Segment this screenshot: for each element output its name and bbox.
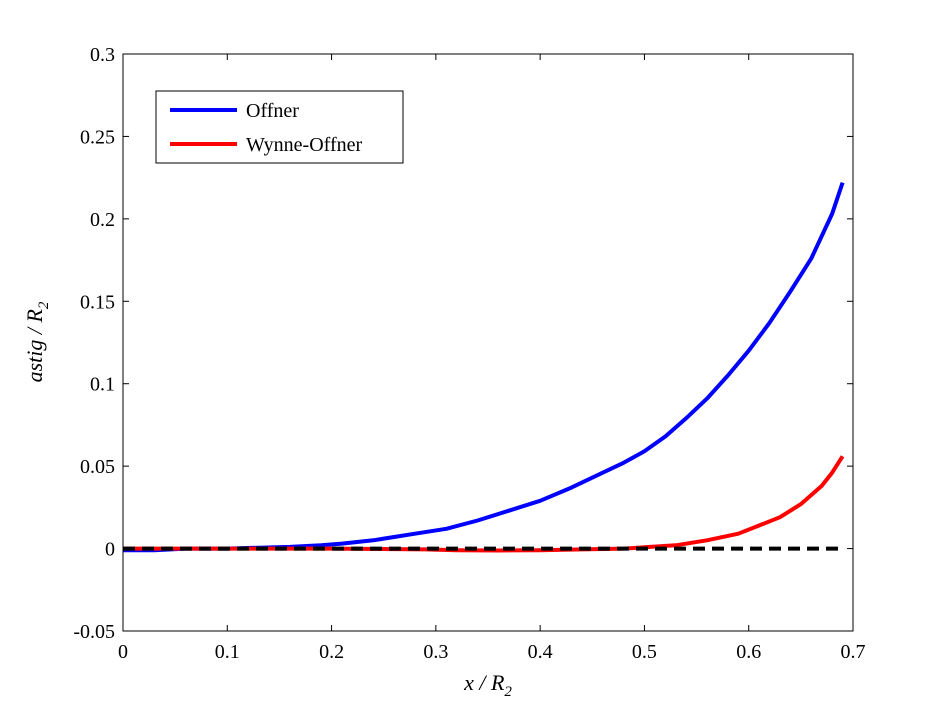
y-tick-label: 0.05 <box>80 456 115 478</box>
x-tick-label: 0.1 <box>215 641 240 663</box>
x-tick-label: 0.2 <box>319 641 344 663</box>
legend: Offner Wynne-Offner <box>155 90 404 164</box>
y-tick-label: 0.15 <box>80 291 115 313</box>
y-tick-label: 0.3 <box>90 44 115 66</box>
legend-label-wynne-offner: Wynne-Offner <box>246 134 362 156</box>
legend-label-offner: Offner <box>246 100 299 122</box>
tick-layer: 0 0.1 0.2 0.3 0.4 0.5 0.6 0.7-0.0500.050.10.150… <box>73 44 865 663</box>
x-tick-label: 0.6 <box>736 641 761 663</box>
x-tick-label: 0.4 <box>528 641 553 663</box>
x-tick-label: 0.7 <box>841 641 866 663</box>
y-tick-label: -0.05 <box>73 621 115 643</box>
y-axis-title: astig / R2 <box>22 301 52 382</box>
legend-box <box>155 90 404 164</box>
y-tick-label: 0.25 <box>80 126 115 148</box>
x-axis-title: x / R2 <box>463 670 512 700</box>
x-tick-label: 0.3 <box>423 641 448 663</box>
x-tick-label: 0.5 <box>632 641 657 663</box>
plot-frame <box>122 53 854 632</box>
y-tick-label: 0.1 <box>90 374 115 396</box>
y-tick-label: 0 <box>105 539 115 561</box>
series-layer <box>123 181 845 553</box>
x-tick-label: 0 <box>118 641 128 663</box>
y-tick-label: 0.2 <box>90 209 115 231</box>
